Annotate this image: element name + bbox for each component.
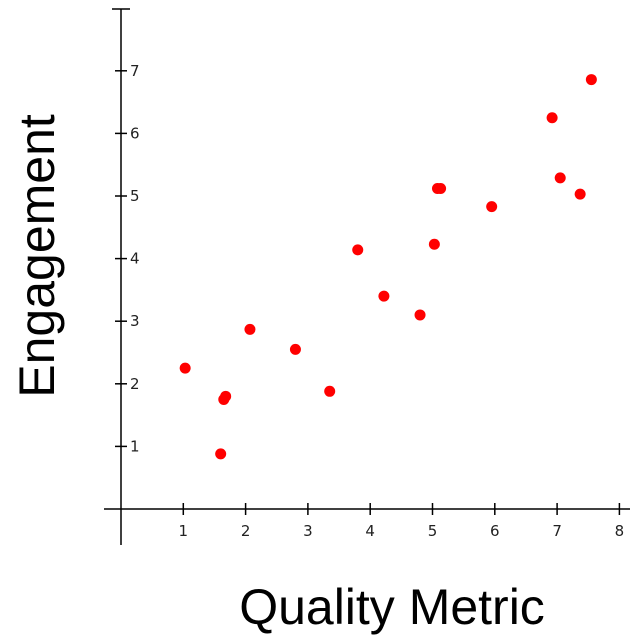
data-point — [179, 362, 191, 374]
data-point — [546, 112, 558, 124]
x-tick-label: 2 — [241, 522, 251, 540]
data-point — [244, 323, 256, 335]
data-point — [486, 201, 498, 213]
data-point — [220, 390, 232, 402]
data-point — [435, 182, 447, 194]
data-point — [352, 244, 364, 256]
data-point — [324, 385, 336, 397]
x-tick-label: 8 — [615, 522, 625, 540]
data-point — [378, 290, 390, 302]
data-point — [215, 448, 227, 460]
y-tick-label: 6 — [130, 124, 140, 142]
x-tick-label: 3 — [303, 522, 313, 540]
data-point — [585, 74, 597, 86]
y-tick-label: 5 — [130, 187, 140, 205]
x-tick-label: 6 — [490, 522, 500, 540]
data-point — [574, 188, 586, 200]
x-tick-label: 4 — [365, 522, 375, 540]
data-point — [554, 172, 566, 184]
x-tick-label: 5 — [428, 522, 438, 540]
y-tick-label: 2 — [130, 375, 140, 393]
y-axis-title: Engagement — [9, 114, 65, 398]
data-point — [428, 238, 440, 250]
y-tick-label: 3 — [130, 312, 140, 330]
y-tick-label: 4 — [130, 250, 140, 268]
x-axis-title: Quality Metric — [239, 579, 545, 635]
y-tick-label: 1 — [130, 437, 140, 455]
x-tick-label: 1 — [179, 522, 189, 540]
data-point — [289, 343, 301, 355]
data-point — [414, 309, 426, 321]
data-points — [179, 74, 597, 460]
x-ticks: 1 2 3 4 5 6 7 8 — [179, 503, 625, 540]
y-ticks: 1 2 3 4 5 6 7 — [115, 62, 140, 455]
x-tick-label: 7 — [552, 522, 562, 540]
y-tick-label: 7 — [130, 62, 140, 80]
axes — [104, 8, 630, 545]
